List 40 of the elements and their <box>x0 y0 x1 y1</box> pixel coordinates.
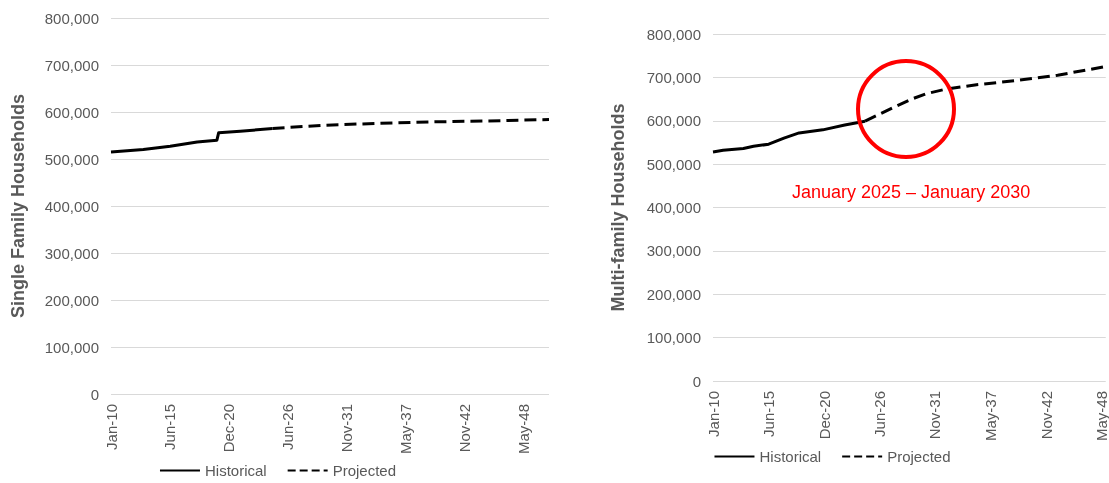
x-tick-label: Nov-42 <box>456 404 474 453</box>
y-tick-label: 600,000 <box>646 112 701 130</box>
x-tick-label: Nov-31 <box>926 391 944 440</box>
y-tick-label: 100,000 <box>44 338 99 356</box>
annotation: January 2025 – January 2030 <box>792 182 1031 202</box>
legend-label: Projected <box>887 448 951 465</box>
legend-label: Historical <box>759 448 822 465</box>
y-tick-label: 300,000 <box>44 244 99 262</box>
y-axis-title: Single Family Households <box>8 93 28 319</box>
y-tick-label: 400,000 <box>646 199 701 216</box>
y-tick-label: 0 <box>692 372 701 390</box>
x-tick-label: Nov-42 <box>1037 391 1055 440</box>
x-tick-label: Dec-20 <box>815 391 833 440</box>
y-tick-label: 500,000 <box>646 155 701 173</box>
y-tick-label: 200,000 <box>44 291 99 309</box>
x-tick-label: Dec-20 <box>220 404 238 453</box>
x-tick-label: Nov-31 <box>338 404 356 453</box>
y-tick-label: 300,000 <box>646 242 701 260</box>
y-tick-label: 700,000 <box>44 56 99 74</box>
x-tick-label: Jun-26 <box>870 391 888 437</box>
y-tick-label: 400,000 <box>44 197 99 215</box>
x-tick-label: Jan-10 <box>102 404 120 450</box>
x-tick-label: Jun-15 <box>161 404 179 450</box>
legend-label: Projected <box>332 462 397 479</box>
x-tick-label: May-37 <box>982 391 999 442</box>
x-tick-label: Jan-10 <box>704 391 722 437</box>
y-axis-title: Multi-family Households <box>608 103 628 312</box>
x-tick-label: May-37 <box>397 404 415 455</box>
y-tick-label: 0 <box>90 385 99 403</box>
y-tick-label: 600,000 <box>44 103 99 121</box>
x-tick-label: Jun-26 <box>279 404 297 450</box>
y-tick-label: 200,000 <box>646 285 701 303</box>
y-tick-label: 100,000 <box>646 329 701 347</box>
y-tick-label: 800,000 <box>44 9 99 27</box>
x-tick-label: Jun-15 <box>759 391 777 437</box>
y-tick-label: 500,000 <box>44 150 99 168</box>
y-tick-label: 800,000 <box>646 25 701 43</box>
y-tick-label: 700,000 <box>646 68 701 86</box>
legend-label: Historical <box>204 462 267 479</box>
x-tick-label: May-48 <box>515 404 533 455</box>
